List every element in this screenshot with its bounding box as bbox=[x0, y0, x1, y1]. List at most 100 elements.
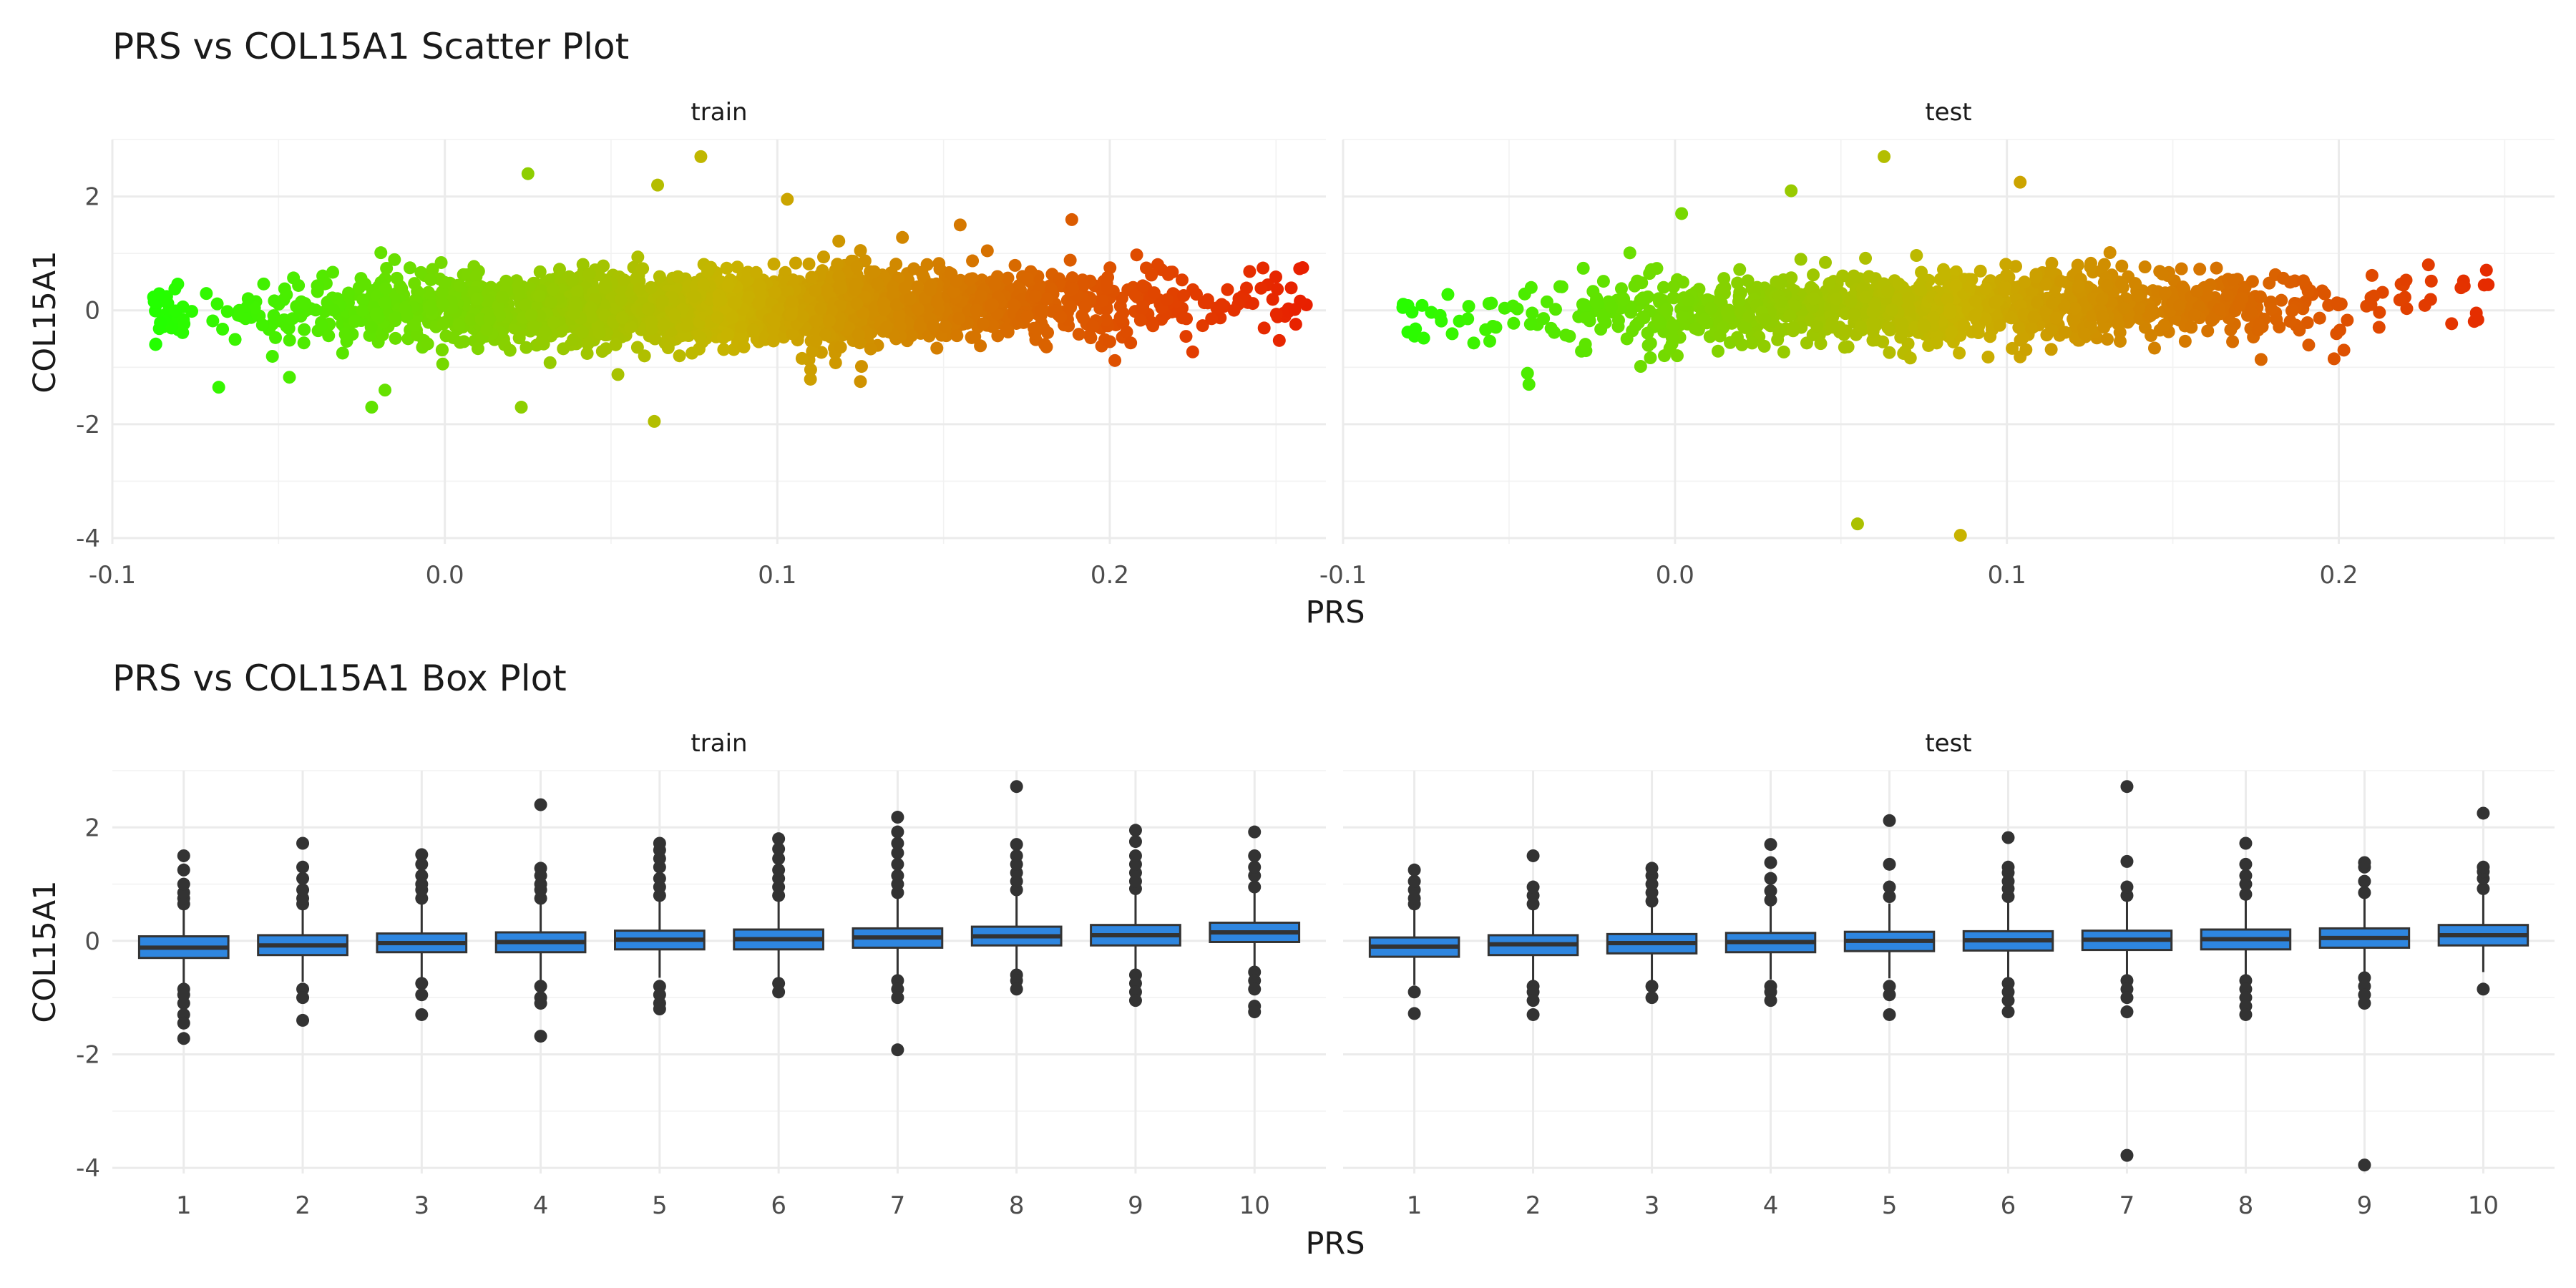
box-outlier bbox=[891, 1043, 904, 1057]
scatter-point bbox=[1930, 336, 1943, 350]
scatter-point bbox=[1124, 336, 1138, 350]
scatter-point bbox=[809, 284, 822, 298]
scatter-x-tick-label: 0.0 bbox=[426, 561, 464, 590]
scatter-point bbox=[567, 301, 581, 314]
scatter-point bbox=[688, 290, 701, 303]
scatter-point bbox=[599, 342, 613, 356]
scatter-point bbox=[618, 273, 631, 287]
scatter-point bbox=[1133, 313, 1147, 327]
scatter-point bbox=[1807, 268, 1820, 282]
scatter-point bbox=[2029, 270, 2043, 284]
scatter-point bbox=[2235, 292, 2249, 306]
box-10 bbox=[1209, 825, 1301, 1019]
scatter-point bbox=[680, 319, 693, 333]
scatter-point-outlier bbox=[514, 401, 528, 414]
scatter-point-outlier bbox=[1953, 529, 1967, 542]
scatter-point bbox=[311, 279, 324, 293]
box-outlier bbox=[415, 988, 429, 1002]
box-outlier bbox=[772, 852, 786, 865]
box-outlier bbox=[2001, 1005, 2015, 1019]
box-outlier bbox=[2120, 991, 2134, 1005]
box-2 bbox=[257, 836, 348, 1027]
scatter-point bbox=[2424, 274, 2438, 288]
box-outlier bbox=[296, 991, 310, 1005]
box-outlier bbox=[2358, 1158, 2371, 1172]
scatter-point bbox=[641, 303, 655, 316]
scatter-point bbox=[1785, 271, 1798, 285]
scatter-point bbox=[1731, 276, 1745, 290]
scatter-point bbox=[930, 341, 944, 355]
scatter-point bbox=[2072, 280, 2085, 293]
scatter-point bbox=[1008, 258, 1022, 272]
scatter-point bbox=[1028, 321, 1041, 335]
scatter-point bbox=[2009, 260, 2023, 273]
scatter-point bbox=[829, 356, 842, 369]
scatter-point bbox=[2178, 334, 2192, 348]
scatter-point bbox=[2469, 306, 2483, 320]
scatter-point bbox=[1239, 281, 1253, 295]
scatter-point bbox=[2297, 274, 2311, 288]
box-outlier bbox=[1407, 1007, 1421, 1020]
scatter-point bbox=[1777, 345, 1790, 358]
scatter-point-outlier bbox=[1103, 335, 1116, 348]
box-outlier bbox=[1883, 857, 1896, 871]
scatter-point bbox=[1001, 271, 1015, 285]
scatter-point bbox=[2327, 352, 2341, 366]
scatter-point bbox=[2190, 285, 2204, 298]
scatter-point bbox=[1161, 268, 1175, 281]
scatter-point bbox=[2301, 285, 2315, 298]
scatter-point bbox=[1789, 299, 1802, 313]
scatter-point bbox=[2273, 320, 2286, 333]
scatter-point bbox=[576, 326, 590, 339]
scatter-point bbox=[358, 277, 372, 291]
scatter-point bbox=[1914, 283, 1928, 297]
scatter-point bbox=[512, 283, 526, 297]
scatter-point bbox=[939, 320, 952, 333]
scatter-point bbox=[1637, 311, 1651, 325]
scatter-point bbox=[746, 323, 760, 337]
scatter-point bbox=[655, 295, 669, 308]
scatter-point bbox=[2372, 321, 2386, 334]
scatter-point bbox=[2301, 316, 2314, 329]
box-9 bbox=[1090, 824, 1181, 1008]
box-outlier bbox=[891, 991, 904, 1005]
scatter-point bbox=[1066, 282, 1080, 296]
box-outlier bbox=[2239, 887, 2253, 901]
scatter-point bbox=[986, 298, 1000, 311]
box-outlier bbox=[2120, 780, 2134, 794]
box-outlier bbox=[1248, 1005, 1262, 1019]
scatter-point bbox=[864, 342, 877, 356]
scatter-point bbox=[2185, 321, 2198, 334]
scatter-point bbox=[543, 356, 557, 369]
scatter-point-outlier bbox=[1850, 517, 1864, 531]
scatter-point-outlier bbox=[1785, 184, 1798, 197]
scatter-point bbox=[2112, 317, 2125, 331]
scatter-point bbox=[2275, 293, 2288, 307]
box-9 bbox=[2318, 856, 2411, 1172]
scatter-point bbox=[1135, 302, 1148, 316]
scatter-point bbox=[2006, 341, 2019, 355]
scatter-point bbox=[452, 318, 466, 332]
scatter-point bbox=[1735, 338, 1749, 351]
box-outlier bbox=[1883, 880, 1896, 894]
scatter-point bbox=[850, 297, 864, 311]
box-x-tick-label: 6 bbox=[2001, 1191, 2016, 1220]
scatter-point bbox=[1576, 298, 1589, 311]
scatter-point bbox=[1830, 292, 1843, 306]
scatter-y-tick-label: 2 bbox=[84, 183, 100, 212]
scatter-point bbox=[693, 331, 707, 344]
box-outlier bbox=[2477, 806, 2490, 820]
box-outlier bbox=[296, 872, 310, 885]
scatter-y-axis-title: COL15A1 bbox=[27, 250, 63, 393]
box-x-tick-label: 3 bbox=[414, 1191, 429, 1220]
scatter-point bbox=[1979, 282, 1992, 296]
box-outlier bbox=[1764, 872, 1777, 885]
scatter-point bbox=[1718, 280, 1732, 294]
scatter-point bbox=[283, 371, 296, 384]
box-chart: PRS vs COL15A1 Box Plot train test 2 0 -2 -… bbox=[27, 658, 2555, 1262]
scatter-point bbox=[2193, 263, 2207, 276]
scatter-point bbox=[1663, 341, 1677, 355]
box-outlier bbox=[1883, 1008, 1896, 1021]
box-outlier bbox=[1248, 860, 1262, 874]
scatter-point bbox=[766, 334, 780, 348]
